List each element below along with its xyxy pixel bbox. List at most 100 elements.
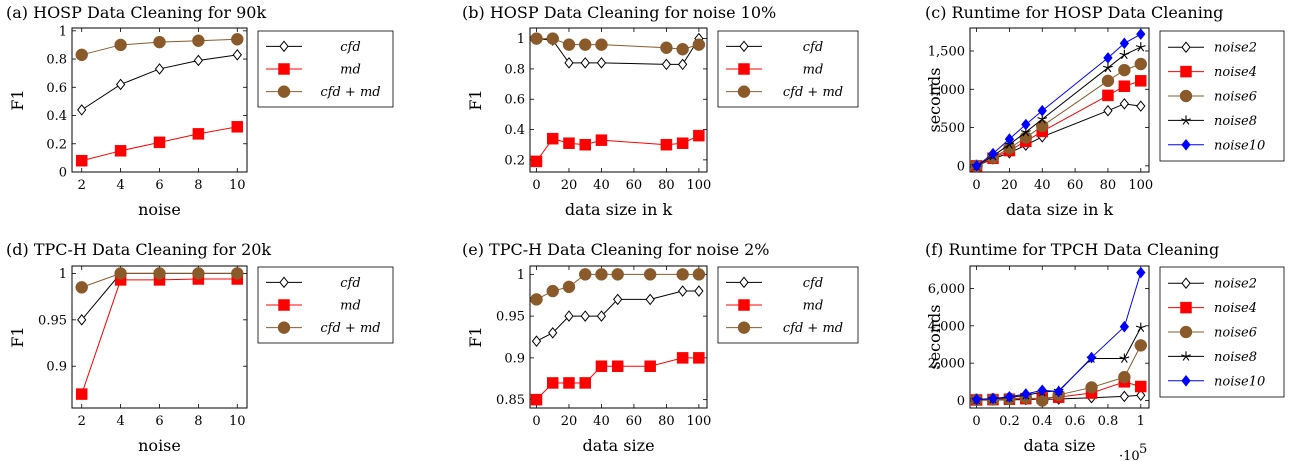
plot-frame: [969, 265, 1150, 409]
legend-label: cfd: [803, 40, 823, 55]
x-axis-label: data size: [1023, 436, 1095, 455]
y-tick-label: 0.8: [46, 53, 67, 68]
data-point: [1136, 100, 1146, 112]
y-tick-label: 0: [59, 166, 67, 181]
series-line: [976, 272, 1142, 400]
data-point: [77, 314, 87, 326]
x-tick-label: 2: [78, 414, 86, 429]
data-point: [153, 136, 166, 149]
data-point: [1119, 353, 1130, 363]
data-point: [1086, 351, 1097, 364]
y-tick-label: 500: [940, 121, 965, 136]
legend-marker: [278, 299, 290, 311]
chart-6: (f) Runtime for TPCH Data Cleaning 0 0.2 0.…: [925, 240, 1285, 461]
data-point: [694, 285, 704, 297]
x-tick-label: 80: [658, 414, 675, 429]
legend: cfd md cfd + md: [257, 266, 394, 344]
data-point: [115, 78, 126, 91]
data-point: [595, 360, 608, 372]
data-point: [563, 377, 575, 389]
data-point: [1119, 320, 1130, 333]
data-point: [693, 129, 705, 142]
x-tick-label: 80: [1100, 178, 1117, 193]
data-point: [564, 57, 574, 69]
x-tick-label: 40: [593, 414, 610, 429]
x-tick-label: 6: [155, 414, 163, 429]
legend-marker: [279, 276, 289, 289]
data-point: [1119, 49, 1130, 60]
data-point: [1036, 394, 1049, 407]
y-tick-label: 1: [517, 268, 525, 283]
data-point: [75, 48, 88, 62]
x-tick-label: 60: [626, 178, 643, 193]
data-point: [530, 155, 543, 168]
series-line: [81, 278, 238, 395]
data-point: [530, 293, 543, 306]
data-point: [1119, 98, 1130, 110]
x-tick-label: 20: [561, 414, 578, 429]
legend-label: cfd + md: [783, 321, 843, 336]
legend-marker: [278, 63, 290, 75]
data-point: [971, 160, 982, 172]
data-point: [971, 393, 982, 406]
x-tick-label: 8: [194, 414, 202, 429]
data-point: [231, 121, 244, 133]
legend-marker: [1181, 138, 1191, 151]
x-tick-label: 0.8: [1098, 414, 1119, 429]
data-point: [231, 267, 244, 280]
legend-label: cfd: [340, 276, 360, 291]
legend-label: noise2: [1214, 41, 1257, 56]
legend-label: noise8: [1214, 114, 1257, 129]
x-tick-label: 100: [1128, 178, 1153, 193]
legend-marker: [738, 63, 750, 75]
series-cfd: [77, 49, 242, 116]
legend-marker: [1181, 115, 1191, 125]
data-point: [75, 154, 88, 167]
series-cfd-md: [75, 267, 244, 294]
data-point: [1135, 75, 1147, 87]
series-noise10: [971, 266, 1146, 406]
data-point: [579, 138, 591, 151]
chart-title: (b) HOSP Data Cleaning for noise 10%: [462, 3, 776, 22]
series-line: [976, 103, 1141, 167]
data-point: [1135, 42, 1146, 52]
data-point: [678, 58, 688, 71]
x-tick-label: 8: [194, 178, 202, 193]
data-point: [613, 293, 623, 306]
x-tick-label: 40: [593, 178, 610, 193]
x-tick-label: 0: [532, 178, 540, 193]
data-point: [660, 138, 673, 151]
legend: cfd md cfd + md: [717, 266, 859, 344]
legend-marker: [1181, 41, 1191, 54]
data-point: [1119, 390, 1130, 403]
data-point: [531, 335, 542, 347]
series-line: [536, 38, 700, 65]
legend-label: noise10: [1214, 374, 1265, 389]
y-axis-label: seconds: [925, 67, 944, 132]
data-point: [595, 134, 608, 146]
data-point: [643, 268, 657, 281]
x-tick-label: 4: [116, 178, 124, 193]
x-tick-label: 20: [1001, 178, 1018, 193]
data-point: [580, 57, 590, 69]
legend-label: md: [803, 63, 824, 78]
chart-3: (c) Runtime for HOSP Data Cleaning 0 20 40 6…: [925, 3, 1285, 219]
legend-label: cfd: [340, 40, 360, 55]
data-point: [77, 104, 87, 116]
series-noise10: [971, 28, 1146, 172]
data-point: [1101, 74, 1115, 88]
legend-marker: [1181, 374, 1191, 387]
series-line: [536, 38, 700, 50]
series-md: [530, 129, 705, 168]
y-tick-label: 0.2: [46, 137, 67, 152]
chart-title: (f) Runtime for TPCH Data Cleaning: [925, 240, 1219, 259]
y-tick-label: 0.6: [46, 81, 67, 96]
data-point: [1118, 80, 1131, 92]
data-point: [645, 293, 655, 306]
y-axis-label: F1: [8, 89, 27, 110]
legend-marker: [279, 40, 289, 53]
chart-title: (a) HOSP Data Cleaning for 90k: [6, 3, 266, 22]
data-point: [1134, 57, 1148, 71]
y-tick-label: 6,000: [928, 282, 965, 297]
chart-4: (d) TPC-H Data Cleaning for 20k 2 4 6 8 10 0.9…: [6, 240, 394, 455]
